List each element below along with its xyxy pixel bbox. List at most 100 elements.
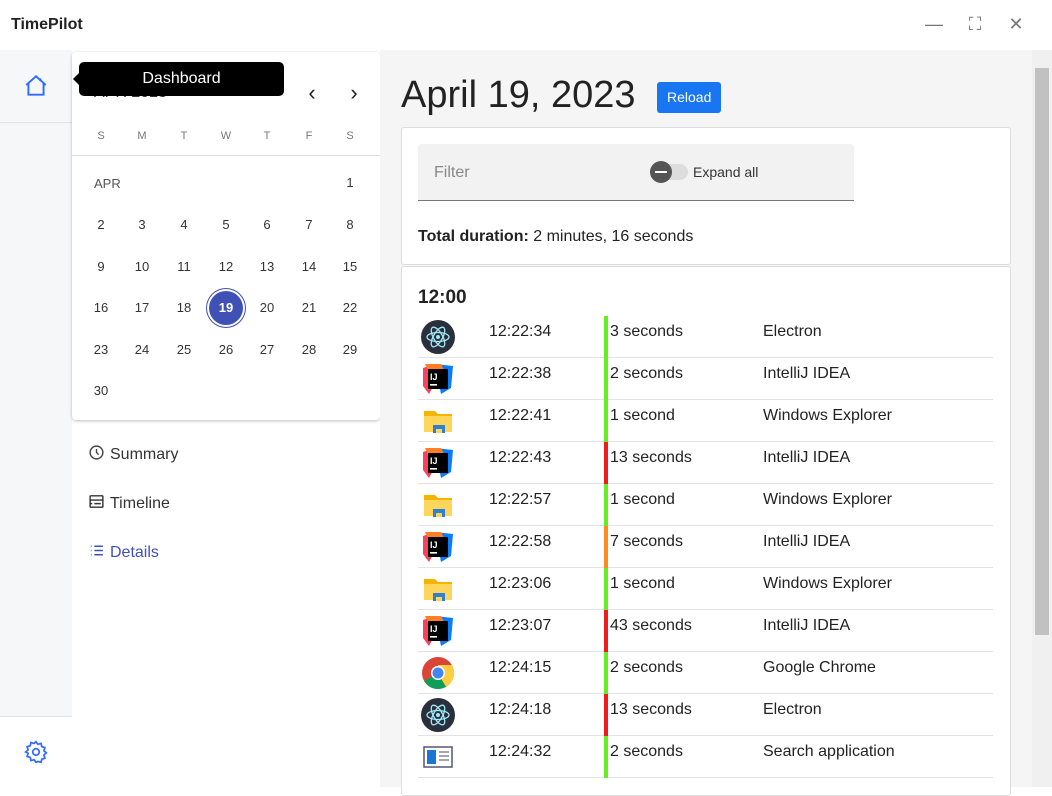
calendar-day[interactable]: 9 [97, 259, 105, 274]
next-month-button[interactable]: › [350, 80, 358, 105]
prev-month-button[interactable]: ‹ [308, 80, 316, 105]
calendar-day[interactable]: 20 [259, 300, 275, 315]
calendar-day[interactable]: 12 [218, 259, 234, 274]
chrome-icon [421, 656, 455, 690]
explorer-icon [421, 572, 455, 606]
entry-row[interactable]: 12:23:06 1 second Windows Explorer [418, 568, 993, 610]
entry-row[interactable]: IJ 12:23:07 43 seconds IntelliJ IDEA [418, 610, 993, 652]
scrollbar-thumb[interactable] [1035, 68, 1049, 635]
entry-row[interactable]: 12:22:57 1 second Windows Explorer [418, 484, 993, 526]
calendar-day[interactable]: 17 [134, 300, 150, 315]
search-app-icon [421, 740, 455, 774]
entry-row[interactable]: 12:24:18 13 seconds Electron [418, 694, 993, 736]
calendar-day[interactable]: 30 [93, 383, 109, 398]
timeline-icon [88, 493, 105, 515]
expand-all-toggle[interactable] [650, 161, 688, 183]
close-icon[interactable]: ✕ [1008, 14, 1024, 34]
calendar-day[interactable]: 26 [218, 342, 234, 357]
home-button[interactable] [0, 50, 72, 123]
entry-row[interactable]: IJ 12:22:38 2 seconds IntelliJ IDEA [418, 358, 993, 400]
entry-time: 12:23:06 [489, 575, 552, 592]
entry-app: Windows Explorer [763, 575, 892, 592]
intellij-icon: IJ [421, 530, 455, 564]
calendar-day[interactable]: 29 [342, 342, 358, 357]
entry-time: 12:22:41 [489, 407, 552, 424]
calendar-day[interactable]: 28 [301, 342, 317, 357]
hour-heading: 12:00 [418, 287, 467, 308]
nav-item-details[interactable]: Details [88, 542, 159, 564]
calendar-day-selected[interactable]: 19 [209, 291, 243, 325]
calendar-day[interactable]: 10 [134, 259, 150, 274]
duration-indicator [604, 736, 608, 778]
filter-card: Filter Expand all Total duration: 2 minu… [401, 127, 1011, 265]
weekday-label: T [263, 130, 271, 142]
scrollbar[interactable] [1032, 50, 1052, 787]
main-content: April 19, 2023 Reload Filter Expand all … [380, 50, 1032, 796]
total-value: 2 minutes, 16 seconds [533, 228, 694, 245]
entry-time: 12:22:58 [489, 533, 552, 550]
entry-row[interactable]: 12:24:15 2 seconds Google Chrome [418, 652, 993, 694]
calendar-day[interactable]: 3 [138, 217, 146, 232]
entry-duration: 43 seconds [610, 617, 692, 634]
intellij-icon: IJ [421, 446, 455, 480]
calendar-day[interactable]: 2 [97, 217, 105, 232]
calendar-day[interactable]: 23 [93, 342, 109, 357]
nav-rail [0, 50, 72, 787]
reload-button[interactable]: Reload [657, 82, 722, 113]
entry-row[interactable]: IJ 12:22:58 7 seconds IntelliJ IDEA [418, 526, 993, 568]
weekday-label: F [305, 130, 313, 142]
entry-duration: 2 seconds [610, 743, 683, 760]
calendar-day[interactable]: 27 [259, 342, 275, 357]
entries-card: 12:00 12:22:34 3 seconds Electron IJ 12:22:3… [401, 266, 1011, 796]
calendar-day[interactable]: 1 [346, 175, 354, 190]
entry-row[interactable]: IJ 12:22:43 13 seconds IntelliJ IDEA [418, 442, 993, 484]
calendar-day[interactable]: 22 [342, 300, 358, 315]
duration-indicator [604, 400, 608, 442]
calendar-day[interactable]: 5 [222, 217, 230, 232]
calendar-day[interactable]: 8 [346, 217, 354, 232]
svg-text:IJ: IJ [430, 624, 438, 634]
calendar-day[interactable]: 7 [305, 217, 313, 232]
entry-app: IntelliJ IDEA [763, 365, 851, 382]
entry-duration: 1 second [610, 491, 675, 508]
filter-input[interactable]: Filter Expand all [418, 144, 854, 201]
duration-indicator [604, 484, 608, 526]
weekday-label: S [346, 130, 354, 142]
entry-app: Windows Explorer [763, 491, 892, 508]
nav-item-summary[interactable]: Summary [88, 444, 178, 466]
calendar-day[interactable]: 4 [180, 217, 188, 232]
entry-app: Electron [763, 323, 822, 340]
svg-text:IJ: IJ [430, 372, 438, 382]
calendar-day[interactable]: 16 [93, 300, 109, 315]
entry-row[interactable]: 12:24:32 2 seconds Search application [418, 736, 993, 778]
entry-time: 12:23:07 [489, 617, 552, 634]
entry-row[interactable]: 12:22:41 1 second Windows Explorer [418, 400, 993, 442]
calendar-day[interactable]: 21 [301, 300, 317, 315]
duration-indicator [604, 610, 608, 652]
settings-button[interactable] [0, 716, 72, 787]
entry-duration: 1 second [610, 575, 675, 592]
calendar-day[interactable]: 24 [134, 342, 150, 357]
tooltip: Dashboard [73, 62, 284, 96]
calendar-day[interactable]: 25 [176, 342, 192, 357]
entry-time: 12:22:38 [489, 365, 552, 382]
calendar-day[interactable]: 6 [263, 217, 271, 232]
entry-app: Google Chrome [763, 659, 876, 676]
calendar-day[interactable]: 18 [176, 300, 192, 315]
nav-item-timeline[interactable]: Timeline [88, 493, 170, 515]
minimize-icon[interactable]: — [925, 14, 943, 34]
calendar-day[interactable]: 14 [301, 259, 317, 274]
duration-indicator [604, 526, 608, 568]
calendar-day[interactable]: 13 [259, 259, 275, 274]
maximize-icon[interactable]: ⛶ [968, 14, 982, 34]
entry-time: 12:22:57 [489, 491, 552, 508]
duration-indicator [604, 316, 608, 358]
calendar-day[interactable]: 15 [342, 259, 358, 274]
nav-item-label: Summary [110, 446, 179, 463]
entry-row[interactable]: 12:22:34 3 seconds Electron [418, 316, 993, 358]
calendar-day[interactable]: 11 [177, 259, 191, 274]
intellij-icon: IJ [421, 362, 455, 396]
month-label: APR [94, 176, 121, 191]
entry-app: Electron [763, 701, 822, 718]
electron-icon [421, 320, 455, 354]
